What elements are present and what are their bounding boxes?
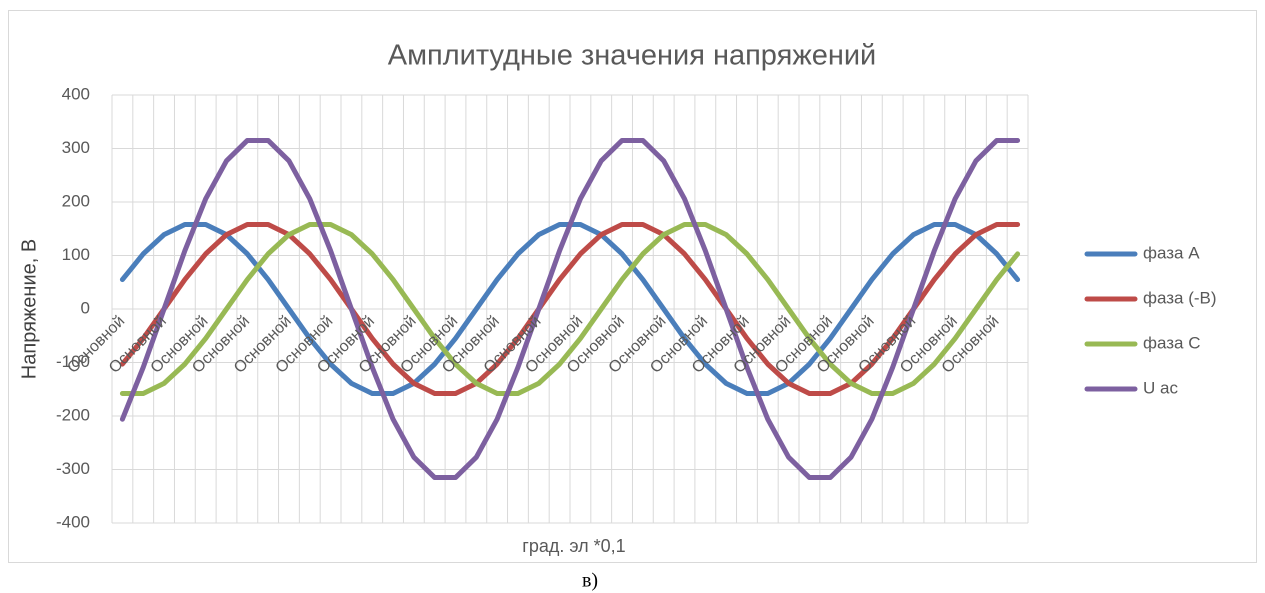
y-tick-label: 100 — [62, 245, 90, 264]
y-tick-label: 300 — [62, 138, 90, 157]
x-axis-label: град. эл *0,1 — [522, 536, 625, 556]
series-line — [119, 221, 1021, 397]
y-tick-label: -100 — [56, 352, 90, 371]
y-tick-label: -200 — [56, 405, 90, 424]
y-tick-label: 400 — [62, 84, 90, 103]
caption: в) — [582, 570, 598, 592]
y-tick-label: 0 — [81, 298, 90, 317]
y-tick-label: -400 — [56, 512, 90, 531]
y-axis-label: Напряжение, В — [18, 239, 40, 379]
y-tick-label: 200 — [62, 191, 90, 210]
grid — [111, 94, 1029, 524]
legend-label: фаза (-В) — [1143, 288, 1217, 307]
legend-label: фаза С — [1143, 333, 1201, 352]
y-tick-label: -300 — [56, 459, 90, 478]
legend-label: фаза А — [1143, 243, 1200, 262]
series-line — [119, 137, 1021, 481]
chart-title: Амплитудные значения напряжений — [388, 40, 877, 72]
lines — [119, 137, 1021, 481]
legend-label: U ac — [1143, 378, 1178, 397]
series-line — [119, 221, 1021, 397]
